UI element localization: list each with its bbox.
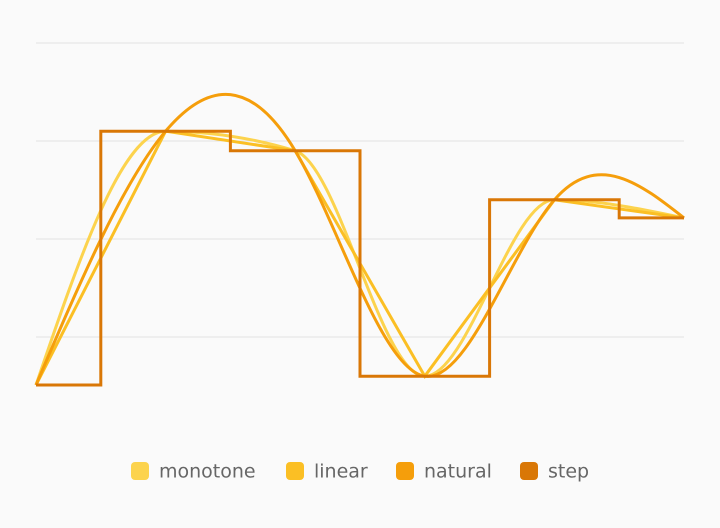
legend-label: linear — [314, 461, 368, 483]
legend-label: monotone — [159, 461, 256, 483]
legend-label: natural — [424, 461, 492, 483]
line — [34, 93, 685, 386]
line — [36, 129, 684, 387]
legend-swatch — [286, 462, 304, 480]
legend-swatch — [520, 462, 538, 480]
legend-swatch — [131, 462, 149, 480]
legend-swatch — [396, 462, 414, 480]
legend-label: step — [548, 461, 589, 483]
